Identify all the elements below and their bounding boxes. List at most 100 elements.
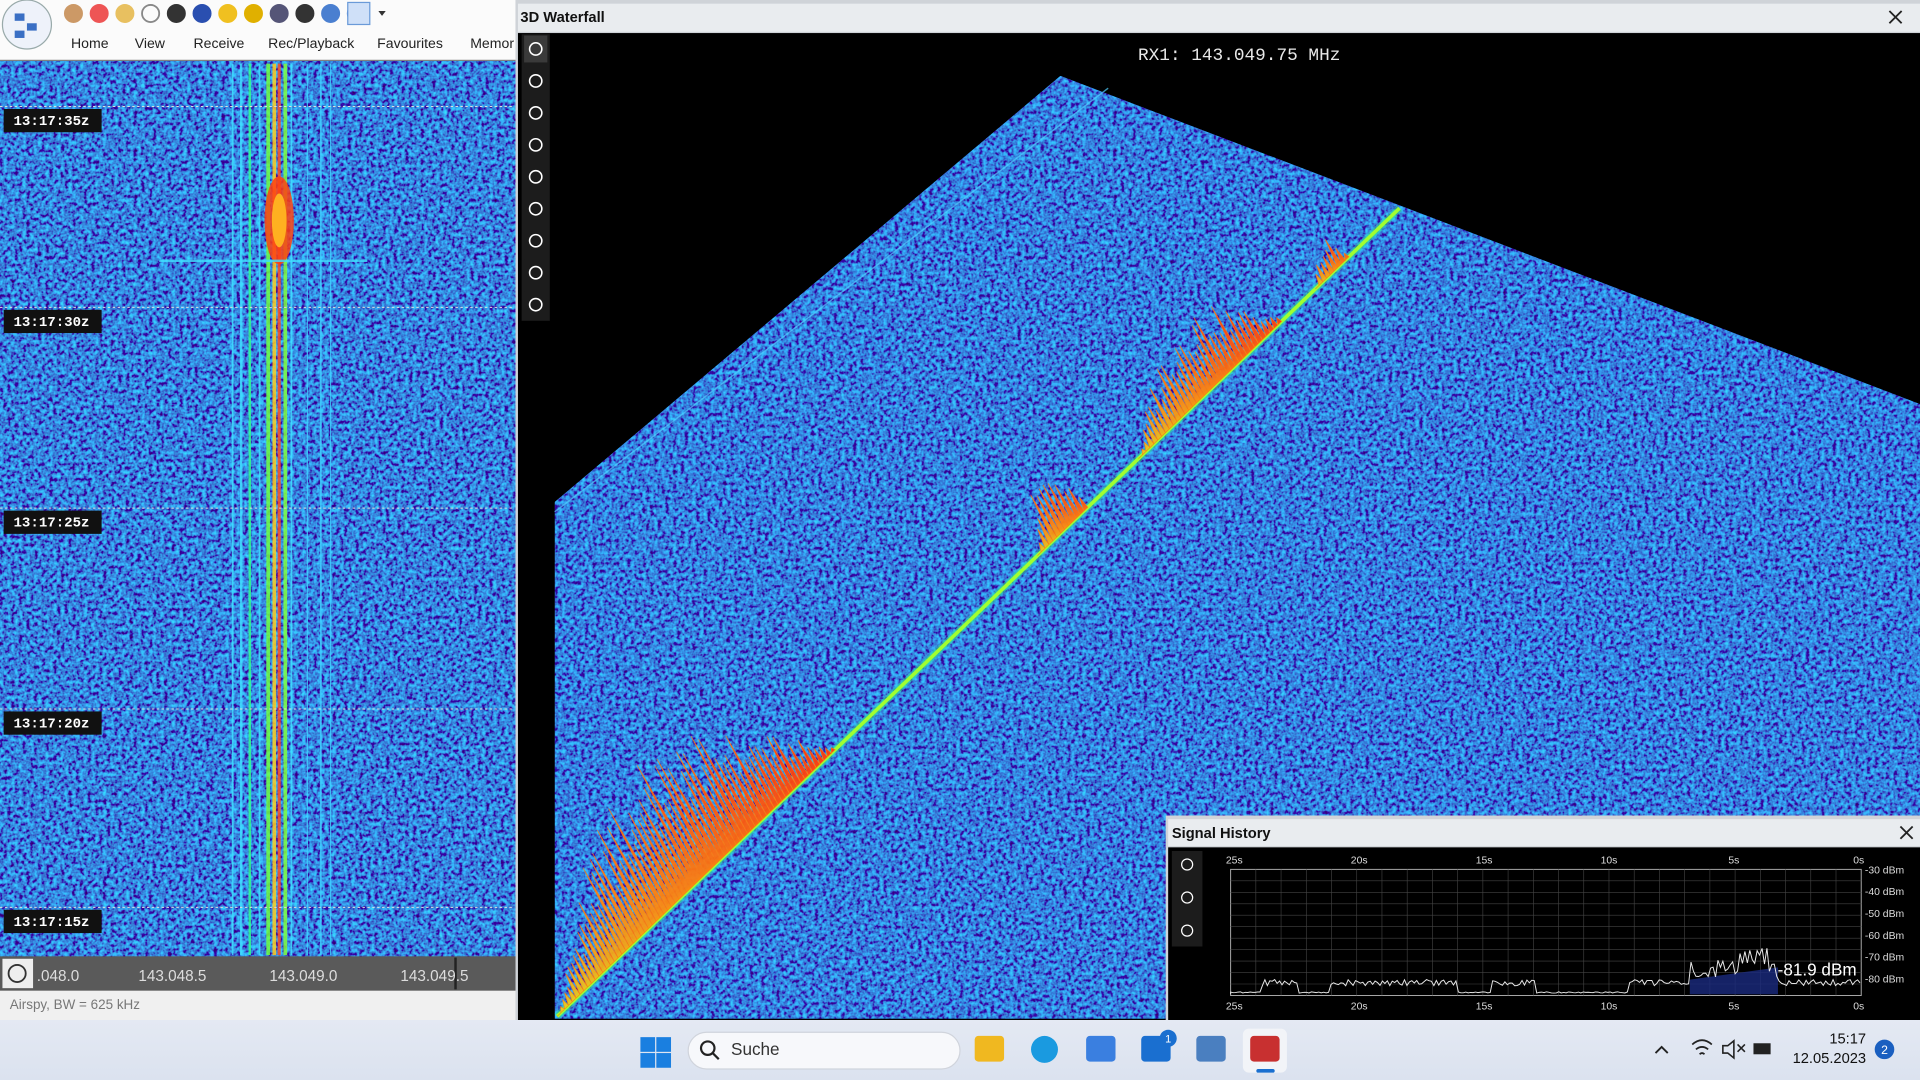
toolbar-icon[interactable] — [63, 3, 83, 23]
tool-button-icon[interactable] — [528, 201, 543, 216]
taskbar-app-icon[interactable] — [1250, 1035, 1280, 1062]
start-button[interactable] — [640, 1037, 672, 1068]
close-icon[interactable] — [1899, 825, 1914, 840]
taskbar-app[interactable] — [1031, 1035, 1058, 1063]
close-icon[interactable] — [1888, 10, 1903, 24]
signal-spikes — [1138, 306, 1283, 459]
menu-item[interactable]: Home — [71, 35, 109, 51]
taskbar-app[interactable] — [1242, 1028, 1287, 1073]
toolbar-icon[interactable] — [218, 3, 238, 23]
tool-button[interactable] — [524, 99, 548, 127]
history-close-button[interactable] — [1899, 825, 1914, 840]
app-button-glyph — [26, 23, 37, 31]
signal-spikes — [556, 735, 836, 1017]
toolbar-icon[interactable] — [269, 3, 289, 23]
tool-button-bg[interactable] — [524, 35, 548, 63]
menu-item[interactable]: Rec/Playback — [268, 35, 355, 51]
tool-button[interactable] — [524, 67, 548, 95]
tool-button-icon[interactable] — [528, 297, 543, 312]
tool-button-icon[interactable] — [528, 169, 543, 184]
taskbar-app[interactable] — [1086, 1035, 1116, 1062]
start-tile[interactable] — [640, 1053, 656, 1068]
history-titlebar — [1168, 819, 1920, 847]
history-tool-button[interactable] — [1181, 858, 1194, 871]
tool-button[interactable] — [524, 259, 548, 287]
tool-button-icon[interactable] — [528, 137, 543, 152]
frequency-bar — [0, 956, 516, 991]
start-tile[interactable] — [656, 1053, 672, 1068]
taskbar-app-icon[interactable] — [974, 1035, 1005, 1062]
frequency-bar-button-icon[interactable] — [7, 963, 27, 983]
close-button[interactable] — [1888, 10, 1903, 24]
waterfall-noise — [0, 61, 516, 957]
menu-item[interactable]: Memor — [470, 35, 514, 51]
notification-badge[interactable] — [1874, 1039, 1895, 1060]
start-tile[interactable] — [656, 1037, 672, 1052]
tool-button-icon[interactable] — [528, 233, 543, 248]
tool-button-bg[interactable] — [524, 227, 548, 255]
frequency-label: .048.0 — [37, 968, 80, 985]
toolbar-icon[interactable] — [166, 3, 186, 23]
tool-button[interactable] — [524, 195, 548, 223]
tool-button-icon[interactable] — [528, 42, 543, 56]
taskbar-app[interactable] — [1196, 1035, 1226, 1062]
tool-button-bg[interactable] — [524, 195, 548, 223]
search-text[interactable]: Suche — [731, 1039, 780, 1059]
start-tile[interactable] — [640, 1037, 656, 1052]
toolbar-icon[interactable] — [141, 3, 161, 23]
tool-button-icon[interactable] — [528, 74, 543, 88]
tool-button[interactable] — [524, 227, 548, 255]
frequency-label: 143.048.5 — [138, 968, 206, 985]
app-button-glyph — [14, 13, 25, 21]
toolbar-icon[interactable] — [192, 3, 212, 23]
toolbar-icon[interactable] — [115, 3, 135, 23]
toolbar-icon[interactable] — [89, 3, 109, 23]
history-time-label: 25s — [1226, 856, 1243, 867]
tray-wifi[interactable] — [1691, 1039, 1713, 1055]
search-box[interactable]: Suche — [687, 1031, 961, 1070]
menu-item[interactable]: Favourites — [377, 35, 443, 51]
tool-button[interactable] — [524, 291, 548, 319]
frequency-bar-button[interactable] — [2, 958, 34, 989]
notification-badge-text[interactable]: 2 — [1881, 1043, 1888, 1057]
tool-button[interactable] — [524, 131, 548, 159]
search-icon[interactable] — [711, 1052, 720, 1060]
tool-button-bg[interactable] — [524, 259, 548, 287]
menu-item[interactable]: View — [135, 35, 166, 51]
tool-button-icon[interactable] — [528, 105, 543, 120]
history-title: Signal History — [1172, 826, 1272, 842]
search-box-bg[interactable] — [687, 1031, 961, 1070]
clock-date[interactable]: 12.05.2023 — [1793, 1051, 1867, 1067]
toolbar-icon-active[interactable] — [347, 1, 371, 26]
clock-time[interactable]: 15:17 — [1829, 1031, 1866, 1047]
taskbar-app-icon[interactable] — [1086, 1035, 1116, 1062]
taskbar-app-icon[interactable] — [1031, 1035, 1058, 1063]
toolbar-dropdown[interactable] — [378, 11, 386, 16]
tool-button[interactable] — [524, 35, 548, 63]
search-icon[interactable] — [699, 1040, 716, 1056]
tray-chevron[interactable] — [1654, 1045, 1669, 1054]
tool-button-bg[interactable] — [524, 163, 548, 191]
tray-volume[interactable] — [1722, 1039, 1746, 1060]
tool-button-bg[interactable] — [524, 99, 548, 127]
tool-button[interactable] — [524, 163, 548, 191]
menu-item[interactable]: Receive — [193, 35, 244, 51]
frequency-label: 143.049.5 — [400, 968, 468, 985]
mail-badge — [1159, 1029, 1177, 1047]
toolbar-icon[interactable] — [295, 3, 315, 23]
toolbar-icon[interactable] — [243, 3, 263, 23]
taskbar-app-icon[interactable] — [1196, 1035, 1226, 1062]
history-tool-button[interactable] — [1181, 924, 1194, 937]
history-tool-button[interactable] — [1181, 891, 1194, 904]
toolbar-icon[interactable] — [321, 3, 341, 23]
time-label: 13:17:25z — [13, 516, 89, 532]
app-button[interactable] — [1, 0, 53, 50]
tray-battery[interactable] — [1753, 1043, 1771, 1055]
tool-button-bg[interactable] — [524, 131, 548, 159]
tool-button-bg[interactable] — [524, 291, 548, 319]
tool-button-bg[interactable] — [524, 67, 548, 95]
tool-button-icon[interactable] — [528, 265, 543, 280]
taskbar-app[interactable] — [974, 1035, 1005, 1062]
time-label: 13:17:35z — [13, 114, 89, 130]
